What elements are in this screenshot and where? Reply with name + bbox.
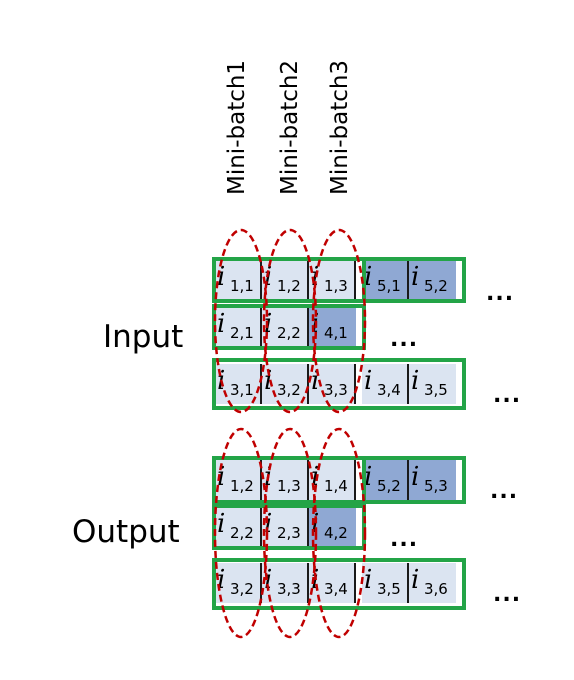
output-cell-r3c4: i 3,5	[362, 563, 409, 603]
input-row3-ellipsis: ...	[493, 383, 522, 408]
output-row3-group	[212, 558, 466, 610]
output-row2-group	[212, 504, 366, 550]
column-label-minibatch2: Mini-batch2	[277, 59, 303, 195]
input-row2-ellipsis: ...	[390, 327, 419, 352]
input-cell-r1c4: i 5,1	[362, 260, 409, 300]
output-row1-ellipsis: ...	[490, 479, 519, 504]
input-row1-ellipsis: ...	[486, 281, 515, 306]
column-label-minibatch3: Mini-batch3	[327, 59, 353, 195]
input-row1-group-a	[212, 257, 366, 303]
output-row2-ellipsis: ...	[390, 527, 419, 552]
column-label-minibatch1: Mini-batch1	[224, 59, 250, 195]
output-row1-group-a	[212, 456, 366, 504]
input-row1-group-b	[362, 257, 466, 303]
input-row2-group	[212, 304, 366, 350]
input-label: Input	[103, 319, 184, 355]
output-cell-r3c5: i 3,6	[409, 563, 456, 603]
input-cell-r1c5: i 5,2	[409, 260, 456, 300]
input-cell-r3c5: i 3,5	[409, 364, 456, 404]
input-cell-r3c4: i 3,4	[362, 364, 409, 404]
input-row3-group	[212, 358, 466, 410]
output-row3-ellipsis: ...	[493, 582, 522, 607]
output-cell-r1c5: i 5,3	[409, 460, 456, 500]
output-cell-r1c4: i 5,2	[362, 460, 409, 500]
output-row1-group-b	[362, 456, 466, 504]
output-label: Output	[72, 514, 180, 550]
